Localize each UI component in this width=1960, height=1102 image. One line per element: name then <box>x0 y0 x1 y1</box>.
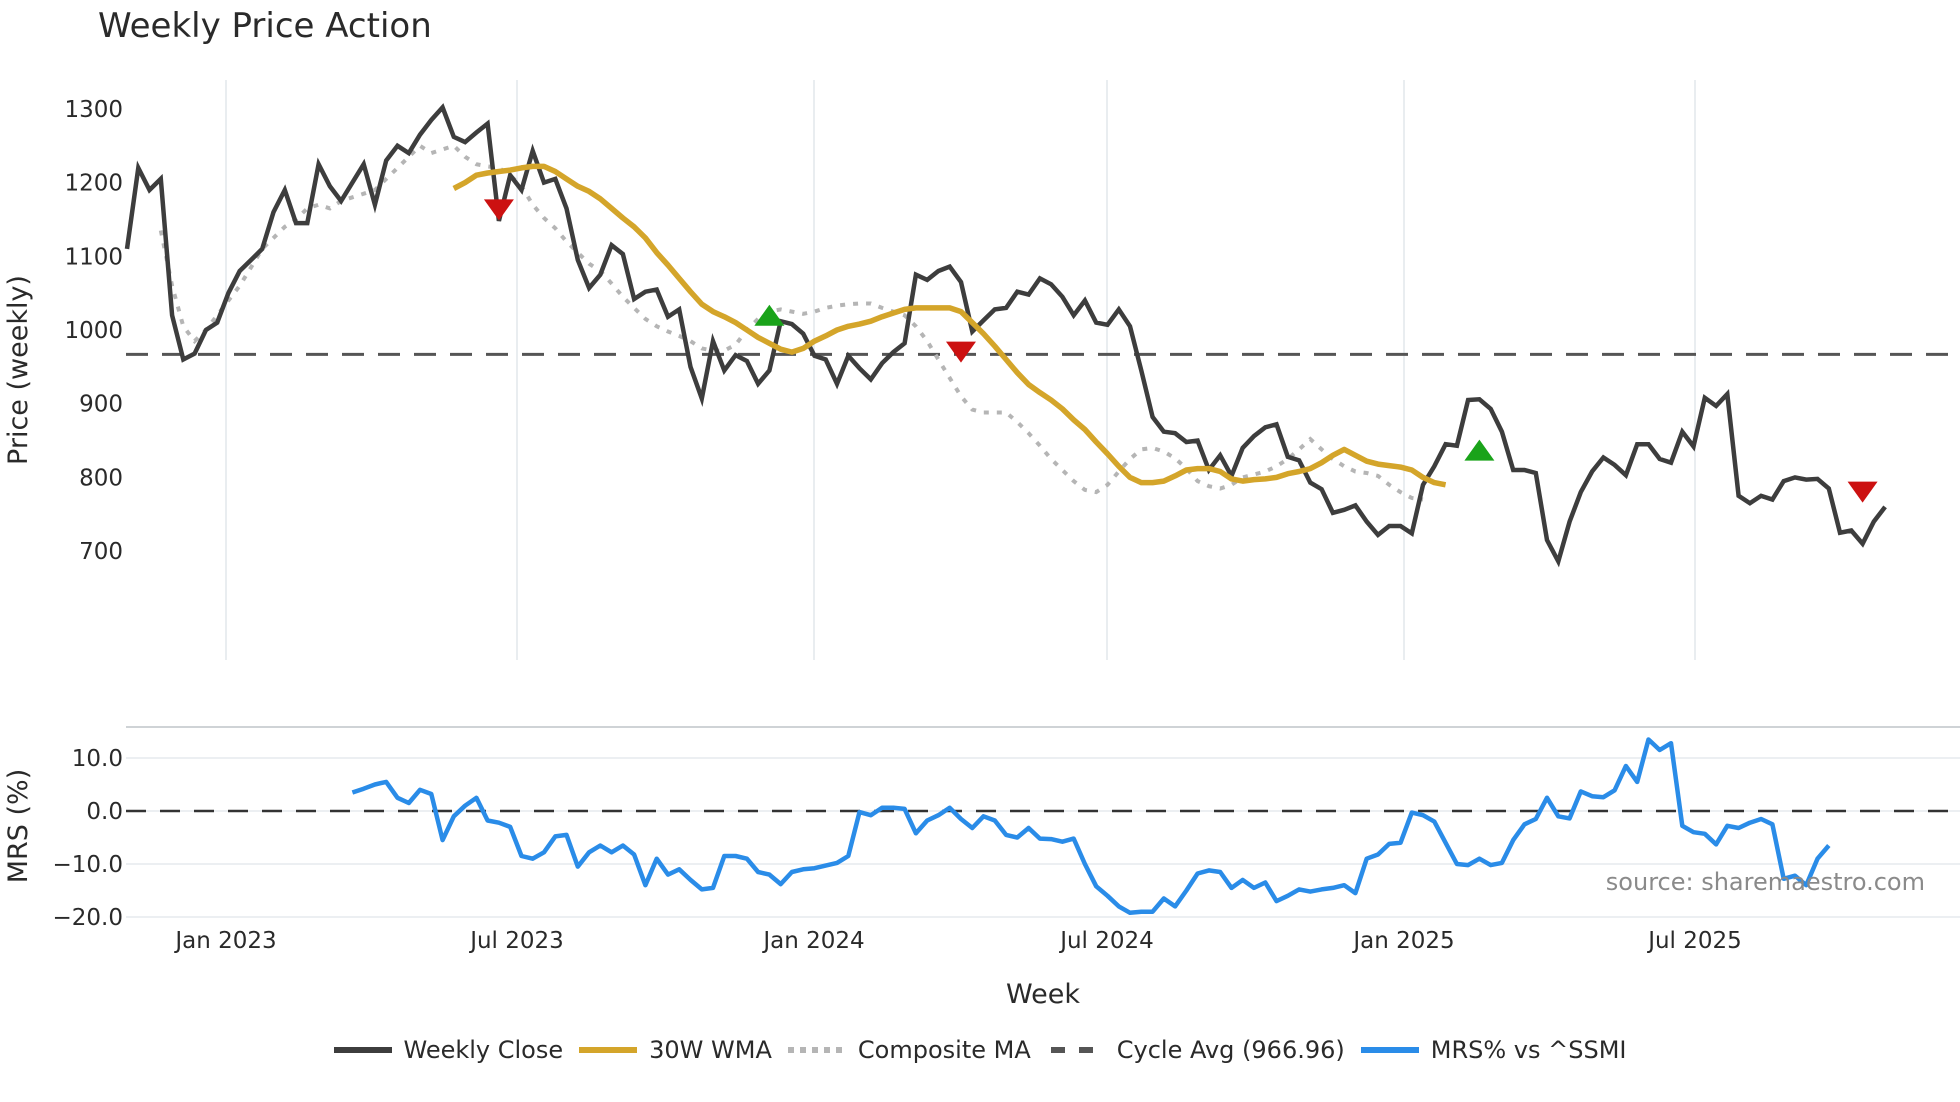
chart-title: Weekly Price Action <box>98 6 432 46</box>
svg-text:700: 700 <box>79 539 123 565</box>
svg-text:Jul 2024: Jul 2024 <box>1058 928 1154 954</box>
svg-text:10.0: 10.0 <box>72 746 123 772</box>
mrs-horizontal-gridlines <box>126 757 1960 918</box>
svg-text:Jan 2024: Jan 2024 <box>761 928 864 954</box>
svg-text:1200: 1200 <box>64 171 123 197</box>
svg-text:0.0: 0.0 <box>86 799 123 825</box>
legend-swatch-mrs <box>1360 1047 1419 1053</box>
legend-swatch-composite-ma <box>787 1047 846 1053</box>
x-axis-ticks: Jan 2023 Jul 2023 Jan 2024 Jul 2024 Jan 2025… <box>173 928 1741 954</box>
legend-swatch-cycle-avg <box>1046 1047 1105 1053</box>
svg-text:1100: 1100 <box>64 244 123 270</box>
wma-line <box>452 163 1447 488</box>
svg-text:1000: 1000 <box>64 318 123 344</box>
legend-item-wma: 30W WMA <box>579 1036 772 1064</box>
svg-text:900: 900 <box>79 392 123 418</box>
svg-text:−10.0: −10.0 <box>53 852 123 878</box>
svg-text:−20.0: −20.0 <box>53 905 123 931</box>
svg-text:Jan 2023: Jan 2023 <box>173 928 276 954</box>
mrs-y-axis-label: MRS (%) <box>3 769 34 884</box>
legend-swatch-wma <box>579 1047 638 1053</box>
price-y-axis-label: Price (weekly) <box>3 275 34 465</box>
mrs-line <box>351 737 1831 916</box>
legend-label: MRS% vs ^SSMI <box>1430 1036 1627 1064</box>
legend-label: 30W WMA <box>649 1036 772 1064</box>
svg-text:Jan 2025: Jan 2025 <box>1351 928 1454 954</box>
legend-item-weekly-close: Weekly Close <box>333 1036 564 1064</box>
legend-item-mrs: MRS% vs ^SSMI <box>1360 1036 1627 1064</box>
signal-markers <box>483 199 1878 503</box>
legend-item-cycle-avg: Cycle Avg (966.96) <box>1046 1036 1345 1064</box>
legend-label: Composite MA <box>857 1036 1031 1064</box>
svg-text:Jul 2023: Jul 2023 <box>468 928 564 954</box>
legend-label: Weekly Close <box>403 1036 564 1064</box>
svg-text:1300: 1300 <box>64 97 123 123</box>
x-axis-label: Week <box>1006 979 1080 1010</box>
legend-swatch-weekly-close <box>333 1047 392 1053</box>
mrs-y-axis-ticks: 10.0 0.0 −10.0 −20.0 <box>53 746 123 931</box>
svg-text:Jul 2025: Jul 2025 <box>1646 928 1742 954</box>
legend-label: Cycle Avg (966.96) <box>1116 1036 1345 1064</box>
weekly-close-line <box>124 103 1887 568</box>
legend: Weekly Close 30W WMA Composite MA Cycle … <box>0 1036 1960 1064</box>
source-watermark: source: sharemaestro.com <box>1606 868 1925 896</box>
vertical-gridlines <box>225 80 1696 660</box>
price-y-axis-ticks: 1300 1200 1100 1000 900 800 700 <box>64 97 123 565</box>
composite-ma-line <box>158 143 1424 502</box>
svg-text:800: 800 <box>79 465 123 491</box>
legend-item-composite-ma: Composite MA <box>787 1036 1031 1064</box>
